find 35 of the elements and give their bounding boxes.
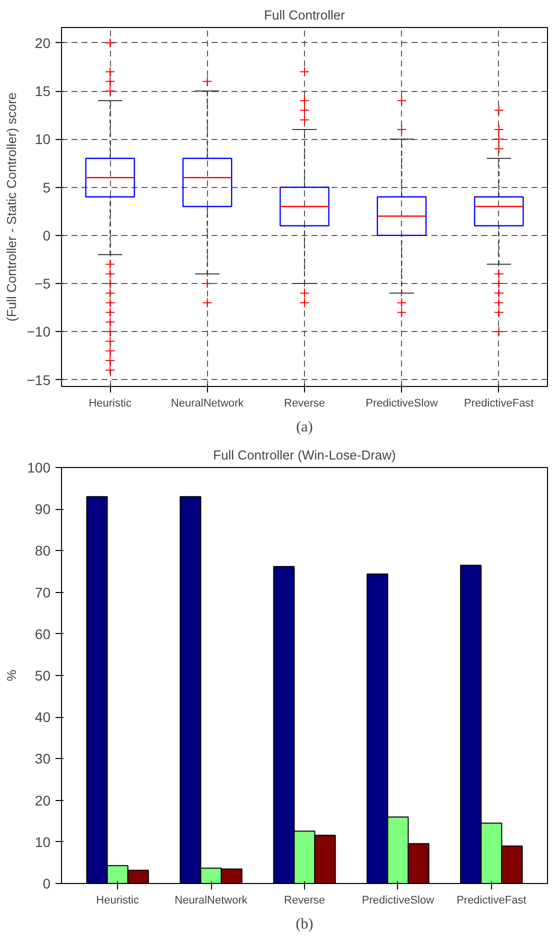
y-tick-label: 50 (34, 668, 51, 684)
x-tick-label: Reverse (284, 894, 325, 906)
y-tick-label: 60 (34, 626, 51, 642)
y-tick-label: 20 (34, 34, 51, 51)
y-tick-label: 15 (34, 83, 51, 100)
y-tick-label: −15 (26, 372, 51, 388)
y-tick-label: 40 (34, 709, 51, 726)
y-tick-label: −10 (26, 324, 51, 340)
x-tick-label: PredictiveFast (464, 398, 534, 410)
x-tick-label: NeuralNetwork (174, 894, 248, 906)
y-tick-label: 10 (34, 131, 51, 148)
text: (b) (296, 916, 314, 932)
y-tick-label: −5 (34, 276, 51, 292)
y-tick-label: 90 (34, 501, 51, 518)
chart-title: Full Controller (264, 8, 346, 22)
x-tick-label: NeuralNetwork (170, 398, 244, 410)
y-tick-label: 70 (34, 584, 51, 600)
x-tick-label: Heuristic (96, 894, 140, 906)
x-tick-label: PredictiveFast (456, 894, 526, 906)
chart-title: Full Controller (Win-Lose-Draw) (213, 448, 396, 462)
x-tick-label: Heuristic (88, 398, 132, 410)
y-tick-label: 10 (34, 834, 51, 850)
y-tick-label: 100 (27, 460, 51, 476)
text: (a) (296, 420, 313, 436)
y-tick-label: 80 (34, 542, 51, 559)
y-axis-title: (Full Controller - Static Controller) score (4, 92, 19, 322)
y-tick-label: 0 (42, 876, 51, 892)
y-axis-title: % (4, 669, 20, 682)
x-tick-label: Reverse (284, 398, 325, 410)
y-tick-label: 30 (34, 750, 51, 767)
x-tick-label: PredictiveSlow (362, 894, 434, 906)
y-tick-label: 0 (42, 227, 51, 244)
x-tick-label: PredictiveSlow (366, 398, 438, 410)
y-tick-label: 20 (34, 792, 51, 808)
y-tick-label: 5 (42, 179, 51, 196)
